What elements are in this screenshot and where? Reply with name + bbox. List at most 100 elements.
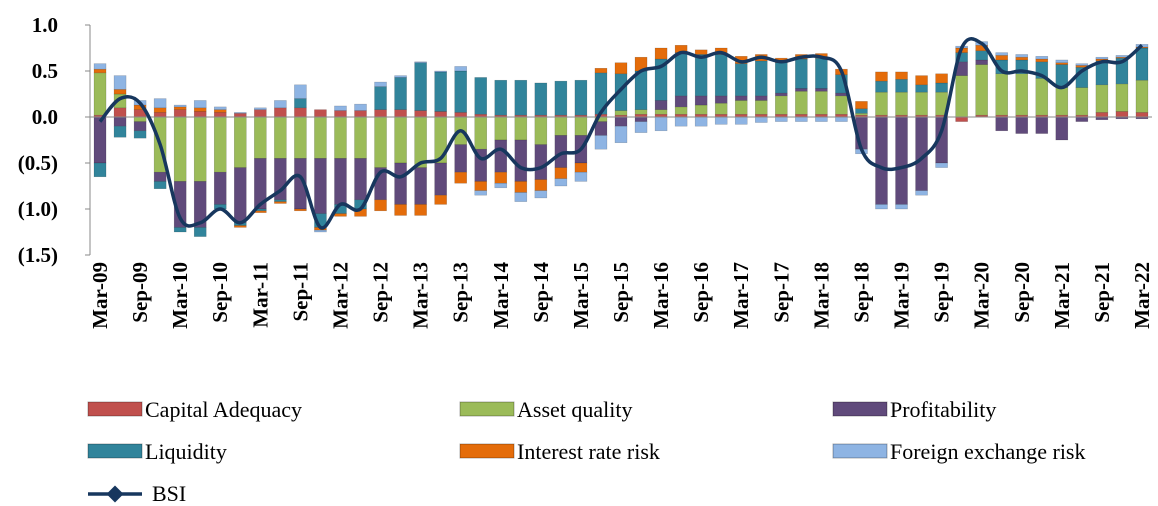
bar-segment xyxy=(334,110,347,118)
bar-segment xyxy=(234,225,247,228)
bar-segment xyxy=(173,227,187,233)
bar-segment xyxy=(494,116,508,141)
x-tick-label: Sep-20 xyxy=(1010,262,1034,323)
bar-segment xyxy=(1015,54,1029,58)
bar-segment xyxy=(1055,87,1069,116)
bar-segment xyxy=(1035,78,1049,116)
bar-segment xyxy=(975,64,988,116)
bar-segment xyxy=(394,162,407,205)
x-tick-label: Mar-16 xyxy=(649,262,673,329)
bar-segment xyxy=(494,171,508,184)
x-tick-label: Mar-20 xyxy=(970,262,994,329)
bar-segment xyxy=(394,204,407,216)
bar-segment xyxy=(1015,73,1029,116)
bar-segment xyxy=(755,100,768,115)
bar-segment xyxy=(234,112,247,114)
bar-segment xyxy=(213,116,227,173)
bar-segment xyxy=(474,116,487,150)
bar-segment xyxy=(93,72,107,116)
bar-segment xyxy=(574,79,588,116)
bar-segment xyxy=(93,116,107,164)
bar-segment xyxy=(193,116,207,182)
bar-segment xyxy=(153,98,167,109)
bar-segment xyxy=(514,116,528,141)
bar-segment xyxy=(474,190,487,196)
bar-segment xyxy=(334,116,347,159)
bar-segment xyxy=(614,110,628,116)
bar-segment xyxy=(574,116,588,136)
bar-segment xyxy=(835,116,848,122)
x-tick-label: Mar-10 xyxy=(168,262,192,329)
bar-segment xyxy=(1075,63,1089,66)
x-tick-label: Sep-09 xyxy=(128,262,152,323)
bar-segment xyxy=(1055,59,1069,63)
x-tick-label: Sep-11 xyxy=(288,262,312,322)
bar-segment xyxy=(614,125,628,144)
bar-segment xyxy=(1075,116,1089,122)
legend-label: BSI xyxy=(152,481,186,506)
x-tick-label: Mar-09 xyxy=(88,262,112,329)
bar-segment xyxy=(334,213,347,217)
bar-segment xyxy=(173,116,187,182)
bar-segment xyxy=(935,82,948,93)
bar-segment xyxy=(875,71,888,82)
legend-label: Asset quality xyxy=(517,397,633,422)
bar-segment xyxy=(153,181,167,190)
bar-segment xyxy=(875,91,888,116)
x-tick-label: Sep-16 xyxy=(689,262,713,323)
bar-segment xyxy=(1135,112,1149,118)
bar-segment xyxy=(975,50,988,61)
legend-swatch xyxy=(87,401,143,417)
bar-segment xyxy=(153,112,167,118)
bar-segment xyxy=(1095,112,1109,118)
legend-swatch xyxy=(832,443,888,459)
bar-segment xyxy=(554,80,568,116)
bar-segment xyxy=(213,109,227,113)
bar-segment xyxy=(634,70,648,110)
bar-segment xyxy=(1035,56,1049,60)
bar-segment xyxy=(674,95,688,108)
legend-swatch xyxy=(459,443,515,459)
bar-segment xyxy=(514,79,528,116)
bar-segment xyxy=(454,112,467,118)
bar-segment xyxy=(815,88,828,92)
y-tick-label: (0.5) xyxy=(18,151,58,175)
bar-segment xyxy=(634,109,648,115)
bar-segment xyxy=(494,139,508,173)
bar-segment xyxy=(855,108,868,114)
legend-label: Liquidity xyxy=(145,439,227,464)
bar-segment xyxy=(634,116,648,122)
bar-segment xyxy=(314,116,327,159)
bar-segment xyxy=(955,116,968,122)
bar-segment xyxy=(514,139,528,182)
bar-segment xyxy=(855,113,868,116)
bar-segment xyxy=(274,199,287,202)
bar-segment xyxy=(815,90,828,115)
bar-segment xyxy=(434,194,447,205)
bar-segment xyxy=(494,182,508,189)
bar-segment xyxy=(714,54,728,97)
bar-segment xyxy=(995,116,1008,132)
bar-segment xyxy=(254,109,267,118)
bar-segment xyxy=(193,107,207,112)
bar-segment xyxy=(755,60,768,97)
legend-label: Foreign exchange risk xyxy=(890,439,1086,464)
bar-segment xyxy=(454,171,467,184)
bar-segment xyxy=(995,55,1008,61)
legend-label: Profitability xyxy=(890,397,996,422)
bar-segment xyxy=(234,113,247,118)
bar-segment xyxy=(594,67,608,74)
bar-segment xyxy=(173,106,187,110)
bar-segment xyxy=(1015,56,1029,61)
bar-segment xyxy=(534,190,548,199)
bar-segment xyxy=(1035,58,1049,63)
y-tick-label: 0.5 xyxy=(32,59,58,83)
bar-segment xyxy=(414,116,427,168)
bar-segment xyxy=(93,162,107,178)
bar-segment xyxy=(915,91,928,116)
x-tick-label: Sep-10 xyxy=(208,262,232,323)
bar-segment xyxy=(795,88,808,92)
bar-segment xyxy=(93,63,107,70)
bar-segment xyxy=(213,171,227,205)
